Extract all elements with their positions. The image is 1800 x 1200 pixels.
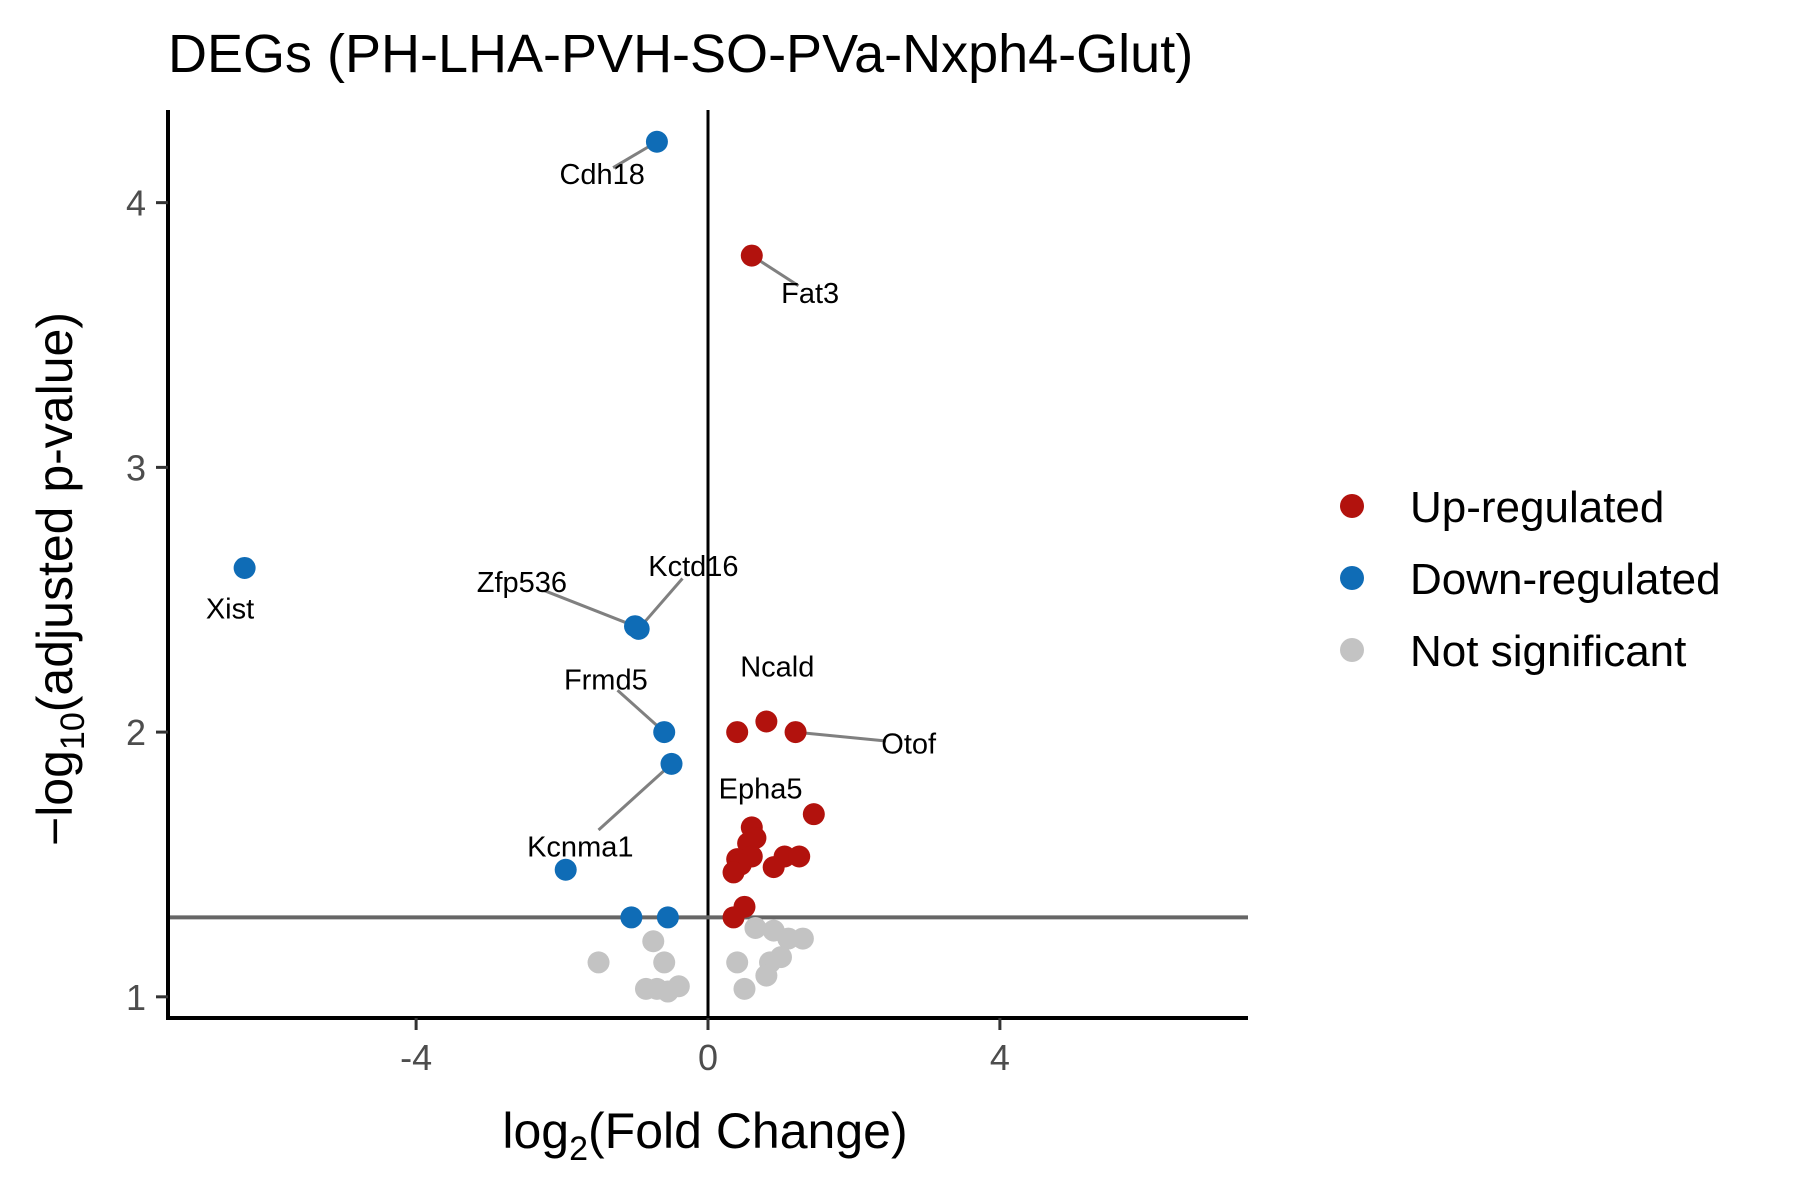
data-point [802,803,825,826]
y-axis-title-rest: (adjusted p-value) [27,312,83,712]
gene-label: Frmd5 [564,665,648,697]
y-tick-label: 2 [126,712,146,753]
data-point [755,710,778,733]
data-point [645,130,668,153]
legend-marker [1340,494,1364,518]
data-point [733,977,756,1000]
plot-area: -4 0 4 1 2 3 4 Cdh18 Fat3 Xist Zfp536 Kctd16 Frmd5 Nc… [126,110,1248,1078]
legend-label: Not significant [1410,627,1686,676]
data-point [653,951,676,974]
data-point [726,721,749,744]
y-tick-label: 1 [126,977,146,1018]
data-point [660,752,683,775]
x-tick-label: 4 [990,1037,1010,1078]
gene-label: Epha5 [719,773,803,805]
x-axis-title-subscript: 2 [569,1130,588,1168]
data-point [762,856,785,879]
gene-label: Otof [881,728,937,760]
data-point [769,946,792,969]
gene-label: Kcnma1 [527,832,633,864]
y-tick-label: 3 [126,447,146,488]
legend-marker [1340,566,1364,590]
y-axis-title: −log10(adjusted p-value) [27,312,92,846]
legend: Up-regulated Down-regulated Not significan… [1340,483,1721,676]
label-leader-line [644,577,684,623]
data-point [620,906,643,929]
x-axis-title: log2(Fold Change) [502,1103,907,1168]
data-point [788,845,811,868]
gene-label: Fat3 [781,278,839,310]
label-leader-line [543,589,627,624]
gene-label: Zfp536 [477,567,567,599]
data-point [653,721,676,744]
y-tick-label: 4 [126,183,146,224]
data-point [744,916,767,939]
x-axis-title-rest: (Fold Change) [588,1103,908,1159]
label-leader-line [616,689,658,727]
data-point [791,927,814,950]
data-point [722,906,745,929]
data-point [784,721,807,744]
gene-label: Cdh18 [559,159,644,191]
data-point [740,244,763,267]
x-tick-label: 0 [698,1037,718,1078]
legend-marker [1340,638,1364,662]
gene-label: Xist [206,593,254,625]
chart-title: DEGs (PH-LHA-PVH-SO-PVa-Nxph4-Glut) [168,24,1193,84]
label-leader-line [597,769,666,832]
data-point [627,617,650,640]
data-point [587,951,610,974]
data-point [656,906,679,929]
legend-label: Up-regulated [1410,483,1664,532]
x-tick-label: -4 [400,1037,432,1078]
label-leader-line [612,145,650,169]
y-axis-title-subscript: 10 [54,712,92,750]
data-point [722,861,745,884]
legend-label: Down-regulated [1410,555,1721,604]
label-leader-line [805,731,887,743]
label-leader-line [759,259,800,287]
data-point [755,964,778,987]
gene-label: Ncald [740,652,814,684]
x-axis-title-prefix: log [502,1103,569,1159]
data-point [642,930,665,953]
gene-label: Kctd16 [648,551,738,583]
data-point [726,951,749,974]
y-axis-title-prefix: −log [27,750,83,846]
data-point [554,858,577,881]
data-point [233,556,256,579]
data-point [667,975,690,998]
